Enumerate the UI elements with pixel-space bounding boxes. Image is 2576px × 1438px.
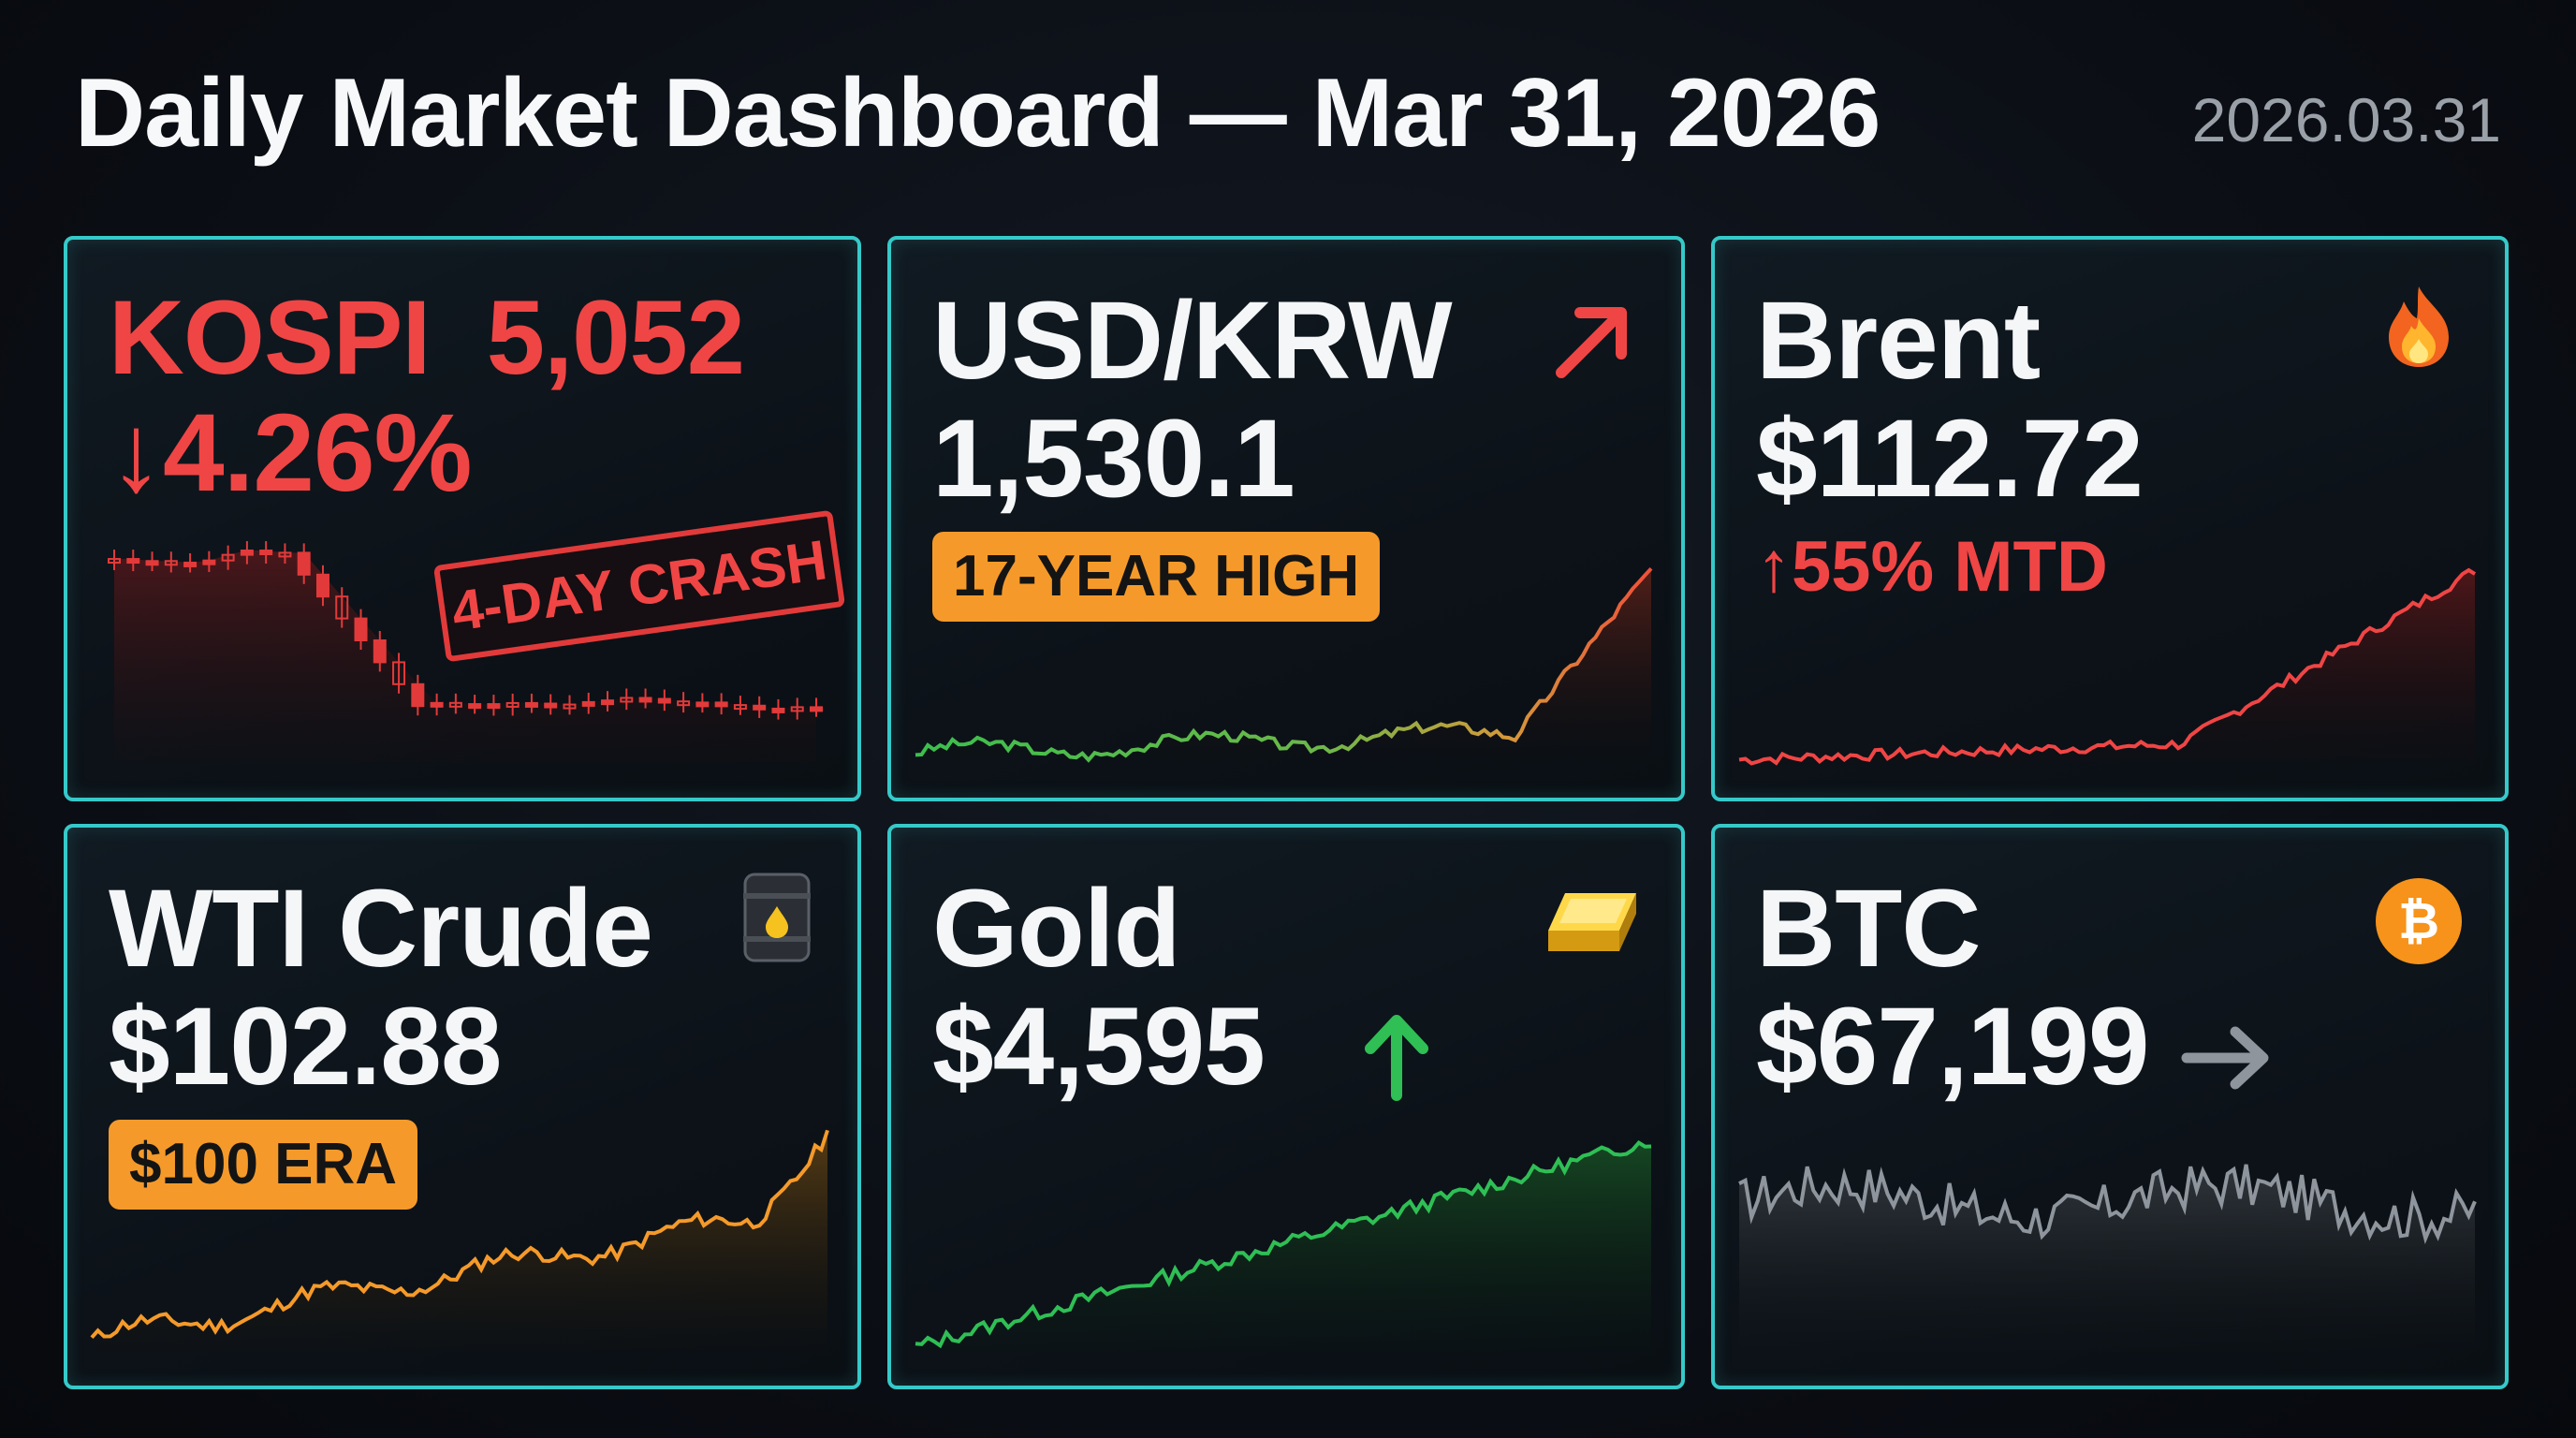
- kospi-candle: [524, 701, 538, 708]
- kospi-candle: [505, 701, 520, 708]
- svg-text:₿: ₿: [2398, 891, 2439, 950]
- usdkrw-title: USD/KRW: [932, 279, 1453, 403]
- arrow-up-icon: [1365, 1015, 1428, 1101]
- kospi-title: KOSPI: [109, 279, 432, 396]
- kospi-candle: [315, 573, 329, 598]
- kospi-candle: [145, 560, 159, 566]
- fire-icon: [2389, 286, 2449, 367]
- kospi-candle: [164, 560, 178, 566]
- kospi-candle: [373, 639, 387, 664]
- kospi-card[interactable]: KOSPI 5,052 ↓4.26% 4-DAY CRASH: [64, 236, 861, 801]
- kospi-candle: [733, 704, 747, 711]
- kospi-candle: [714, 701, 728, 708]
- gold-chart: [915, 1140, 1652, 1352]
- kospi-candle: [126, 558, 140, 565]
- btc-price: $67,199: [1756, 985, 2150, 1108]
- bitcoin-icon: ₿: [2376, 878, 2462, 964]
- kospi-candle: [297, 551, 311, 576]
- kospi-candle: [108, 558, 121, 565]
- date-label: 2026.03.31: [2191, 85, 2501, 154]
- brent-price: $112.72: [1756, 397, 2144, 521]
- kospi-candle: [259, 550, 273, 556]
- kospi-candle: [544, 702, 558, 709]
- gold-price: $4,595: [932, 985, 1266, 1108]
- kospi-candle: [240, 550, 254, 556]
- kospi-candle: [392, 661, 406, 685]
- btc-chart: [1738, 1164, 2477, 1352]
- kospi-candle: [753, 704, 767, 711]
- kospi-candlestick-chart: [108, 541, 823, 764]
- kospi-candle: [810, 706, 823, 712]
- gold-price-row: $4,595: [932, 983, 1266, 1110]
- wti-card[interactable]: WTI Crude $102.88 $100 ERA: [64, 824, 861, 1389]
- brent-chart: [1738, 567, 2477, 766]
- kospi-candle: [771, 707, 785, 713]
- kospi-change: ↓4.26%: [109, 391, 473, 515]
- kospi-candle: [354, 617, 368, 642]
- kospi-candle: [790, 706, 804, 712]
- usdkrw-chart: [915, 566, 1653, 764]
- brent-card[interactable]: Brent $112.72 ↑55% MTD: [1711, 236, 2509, 801]
- kospi-candle: [657, 697, 671, 704]
- kospi-candle: [335, 595, 349, 620]
- kospi-candles: [108, 541, 823, 720]
- arrow-up-right-icon: [1556, 307, 1627, 378]
- btc-card[interactable]: BTC $67,199 ₿: [1711, 824, 2509, 1389]
- kospi-candle: [278, 551, 292, 558]
- kospi-candle: [695, 701, 710, 708]
- kospi-candle: [221, 553, 235, 562]
- wti-chart: [90, 1129, 829, 1352]
- arrow-right-icon: [2181, 1026, 2269, 1090]
- oil-barrel-icon: [743, 873, 811, 962]
- brent-title: Brent: [1756, 279, 2041, 403]
- kospi-candle: [581, 700, 595, 707]
- kospi-name: KOSPI 5,052: [109, 277, 745, 398]
- wti-badge: $100 ERA: [109, 1120, 418, 1210]
- btc-price-row: $67,199: [1756, 983, 2150, 1110]
- page-title: Daily Market Dashboard — Mar 31, 2026: [75, 59, 1881, 168]
- dashboard-header: Daily Market Dashboard — Mar 31, 2026 20…: [75, 58, 2501, 180]
- usdkrw-card[interactable]: USD/KRW 1,530.1 17-YEAR HIGH: [887, 236, 1685, 801]
- brent-change: ↑55% MTD: [1756, 527, 2108, 607]
- btc-title: BTC: [1756, 867, 1982, 990]
- kospi-candle: [638, 697, 652, 703]
- kospi-candle: [202, 559, 216, 565]
- kospi-candle: [677, 700, 691, 707]
- kospi-candle: [468, 703, 482, 710]
- usdkrw-badge: 17-YEAR HIGH: [932, 532, 1381, 622]
- kospi-candle: [601, 699, 615, 706]
- wti-title: WTI Crude: [109, 867, 653, 990]
- market-grid: KOSPI 5,052 ↓4.26% 4-DAY CRASH U: [64, 236, 2512, 1389]
- kospi-candle: [183, 561, 198, 567]
- gold-bar-icon: [1548, 893, 1636, 951]
- gold-title: Gold: [932, 867, 1181, 990]
- kospi-candle: [620, 697, 634, 703]
- kospi-candle: [487, 703, 501, 710]
- kospi-candle: [448, 701, 462, 708]
- kospi-candle: [563, 703, 577, 710]
- kospi-candle: [411, 682, 425, 708]
- gold-card[interactable]: Gold $4,595: [887, 824, 1685, 1389]
- kospi-candle: [430, 701, 444, 708]
- wti-price: $102.88: [109, 985, 503, 1108]
- kospi-price: 5,052: [486, 279, 745, 396]
- usdkrw-price: 1,530.1: [932, 397, 1295, 521]
